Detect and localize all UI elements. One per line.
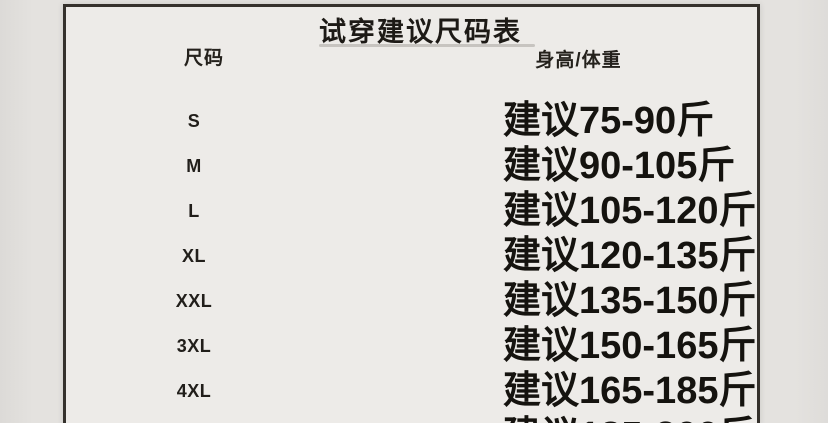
- table-row: XXL 建议135-150斤: [66, 280, 757, 322]
- weight-recommendation: 建议150-165斤: [503, 325, 757, 367]
- table-row: L 建议105-120斤: [66, 190, 757, 232]
- weight-recommendation: 建议165-185斤: [503, 370, 757, 412]
- weight-recommendation: 建议75-90斤: [503, 100, 715, 142]
- size-chart-table: 试穿建议尺码表 尺码 身高/体重 S 建议75-90斤 M 建议90-105斤 …: [63, 4, 760, 423]
- size-label: 3XL: [176, 336, 212, 356]
- weight-recommendation: 建议185-200斤: [503, 415, 756, 423]
- table-row-partial: 建议185-200斤: [66, 415, 757, 423]
- weight-recommendation: 建议120-135斤: [503, 235, 757, 277]
- size-label: XL: [181, 246, 206, 266]
- size-label: L: [188, 201, 200, 221]
- title-underline: [319, 44, 535, 47]
- weight-recommendation: 建议90-105斤: [503, 145, 736, 187]
- weight-recommendation: 建议105-120斤: [503, 190, 757, 232]
- column-header-size: 尺码: [183, 48, 224, 69]
- table-row: 3XL 建议150-165斤: [66, 325, 757, 367]
- table-row: 4XL 建议165-185斤: [66, 370, 757, 412]
- size-label: M: [186, 156, 202, 176]
- table-row: S 建议75-90斤: [66, 100, 757, 142]
- column-header-height-weight: 身高/体重: [535, 50, 622, 71]
- weight-recommendation: 建议135-150斤: [503, 280, 757, 322]
- table-row: M 建议90-105斤: [66, 145, 757, 187]
- size-label: 4XL: [176, 381, 212, 401]
- table-row: XL 建议120-135斤: [66, 235, 757, 277]
- size-label: S: [187, 111, 201, 131]
- size-label: XXL: [175, 291, 213, 311]
- table-title: 试穿建议尺码表: [319, 17, 522, 47]
